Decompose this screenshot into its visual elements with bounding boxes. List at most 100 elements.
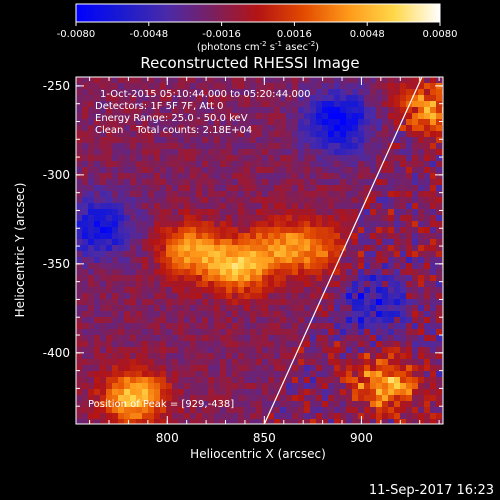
heatmap-pixel — [148, 407, 154, 413]
heatmap-pixel — [154, 275, 160, 281]
heatmap-pixel — [406, 275, 412, 281]
heatmap-pixel — [430, 113, 436, 119]
heatmap-pixel — [232, 95, 238, 101]
heatmap-pixel — [382, 239, 388, 245]
heatmap-pixel — [82, 245, 88, 251]
heatmap-pixel — [166, 323, 172, 329]
heatmap-pixel — [136, 95, 142, 101]
heatmap-pixel — [340, 167, 346, 173]
heatmap-pixel — [76, 389, 82, 395]
heatmap-pixel — [340, 203, 346, 209]
heatmap-pixel — [334, 365, 340, 371]
heatmap-pixel — [142, 281, 148, 287]
heatmap-pixel — [286, 239, 292, 245]
heatmap-pixel — [304, 353, 310, 359]
heatmap-pixel — [400, 149, 406, 155]
heatmap-pixel — [328, 365, 334, 371]
heatmap-pixel — [406, 257, 412, 263]
heatmap-pixel — [268, 215, 274, 221]
heatmap-pixel — [100, 215, 106, 221]
heatmap-pixel — [340, 275, 346, 281]
heatmap-pixel — [262, 167, 268, 173]
heatmap-pixel — [298, 347, 304, 353]
heatmap-pixel — [94, 239, 100, 245]
heatmap-pixel — [160, 179, 166, 185]
heatmap-pixel — [190, 239, 196, 245]
heatmap-pixel — [106, 269, 112, 275]
heatmap-pixel — [334, 281, 340, 287]
heatmap-pixel — [424, 83, 430, 89]
heatmap-pixel — [358, 395, 364, 401]
heatmap-pixel — [220, 329, 226, 335]
heatmap-pixel — [316, 107, 322, 113]
heatmap-pixel — [112, 335, 118, 341]
heatmap-pixel — [154, 245, 160, 251]
heatmap-pixel — [304, 149, 310, 155]
heatmap-pixel — [226, 89, 232, 95]
heatmap-pixel — [184, 107, 190, 113]
heatmap-pixel — [142, 131, 148, 137]
heatmap-pixel — [316, 401, 322, 407]
heatmap-pixel — [148, 125, 154, 131]
heatmap-pixel — [106, 167, 112, 173]
heatmap-pixel — [280, 107, 286, 113]
heatmap-pixel — [406, 239, 412, 245]
heatmap-pixel — [262, 341, 268, 347]
heatmap-pixel — [226, 143, 232, 149]
heatmap-pixel — [352, 287, 358, 293]
heatmap-pixel — [94, 107, 100, 113]
heatmap-pixel — [184, 263, 190, 269]
heatmap-pixel — [310, 209, 316, 215]
heatmap-pixel — [124, 275, 130, 281]
heatmap-pixel — [436, 329, 442, 335]
heatmap-pixel — [208, 167, 214, 173]
heatmap-pixel — [112, 161, 118, 167]
heatmap-pixel — [238, 395, 244, 401]
heatmap-pixel — [130, 89, 136, 95]
heatmap-pixel — [430, 83, 436, 89]
heatmap-pixel — [112, 329, 118, 335]
heatmap-pixel — [322, 245, 328, 251]
heatmap-pixel — [256, 245, 262, 251]
heatmap-pixel — [304, 179, 310, 185]
heatmap-pixel — [406, 227, 412, 233]
heatmap-pixel — [352, 305, 358, 311]
heatmap-pixel — [238, 131, 244, 137]
heatmap-pixel — [400, 179, 406, 185]
heatmap-pixel — [112, 395, 118, 401]
heatmap-pixel — [154, 365, 160, 371]
heatmap-pixel — [112, 95, 118, 101]
heatmap-pixel — [352, 329, 358, 335]
heatmap-pixel — [358, 401, 364, 407]
heatmap-pixel — [388, 341, 394, 347]
heatmap-pixel — [232, 317, 238, 323]
heatmap-pixel — [106, 395, 112, 401]
heatmap-pixel — [142, 119, 148, 125]
heatmap-pixel — [376, 173, 382, 179]
heatmap-pixel — [268, 311, 274, 317]
heatmap-pixel — [160, 167, 166, 173]
heatmap-pixel — [208, 413, 214, 419]
heatmap-pixel — [106, 209, 112, 215]
heatmap-pixel — [304, 119, 310, 125]
heatmap-pixel — [388, 155, 394, 161]
heatmap-pixel — [268, 101, 274, 107]
heatmap-pixel — [370, 149, 376, 155]
heatmap-pixel — [394, 107, 400, 113]
heatmap-pixel — [382, 341, 388, 347]
heatmap-pixel — [322, 359, 328, 365]
heatmap-pixel — [238, 167, 244, 173]
heatmap-pixel — [190, 389, 196, 395]
heatmap-pixel — [280, 239, 286, 245]
heatmap-pixel — [214, 137, 220, 143]
heatmap-pixel — [418, 347, 424, 353]
heatmap-pixel — [316, 101, 322, 107]
heatmap-pixel — [226, 233, 232, 239]
heatmap-pixel — [178, 419, 184, 424]
annotation-detectors: Detectors: 1F 5F 7F, Att 0 — [95, 101, 223, 112]
heatmap-pixel — [280, 95, 286, 101]
heatmap-pixel — [88, 197, 94, 203]
heatmap-pixel — [226, 383, 232, 389]
heatmap-pixel — [148, 401, 154, 407]
heatmap-pixel — [202, 191, 208, 197]
